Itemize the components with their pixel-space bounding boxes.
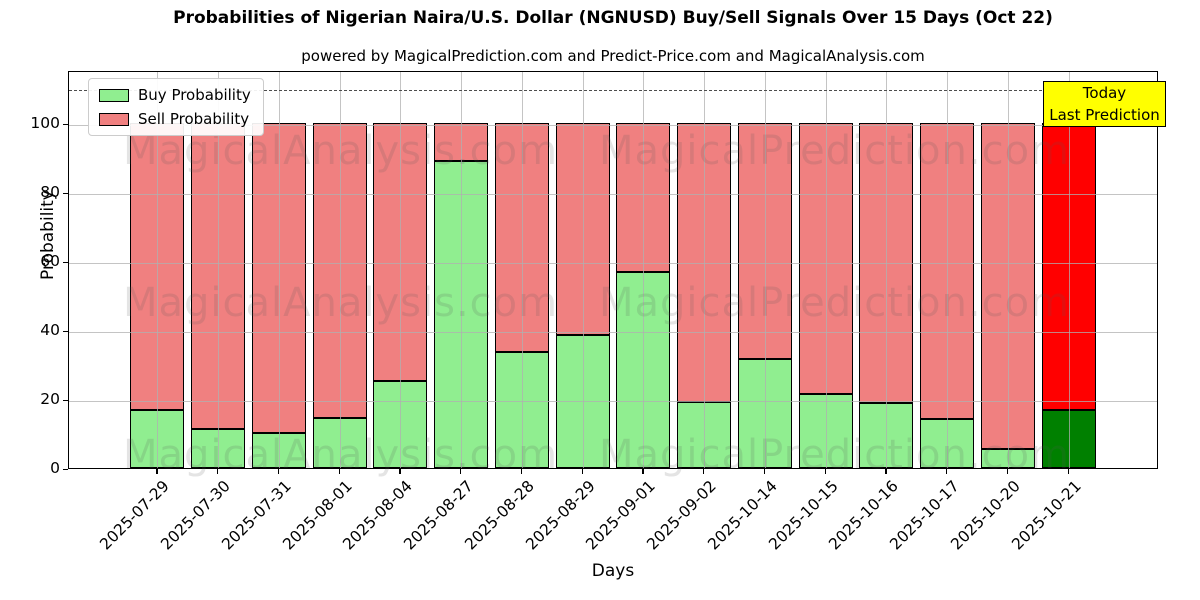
x-tick-mark: [217, 469, 219, 474]
legend-item-sell: Sell Probability: [99, 110, 251, 128]
y-tick-label: 0: [50, 459, 60, 478]
x-gridline: [764, 72, 766, 468]
legend-label-sell: Sell Probability: [138, 110, 250, 128]
x-tick-mark: [642, 469, 644, 474]
x-gridline: [1007, 72, 1009, 468]
x-gridline: [157, 72, 159, 468]
x-gridline: [947, 72, 949, 468]
y-tick-mark: [63, 123, 68, 126]
y-tick-label: 100: [30, 113, 60, 132]
y-tick-mark: [63, 261, 68, 264]
y-tick-label: 40: [40, 321, 60, 340]
legend-item-buy: Buy Probability: [99, 86, 251, 104]
x-gridline: [461, 72, 463, 468]
watermark-analysis: MagicalAnalysis.com: [123, 432, 559, 478]
buy-probability-swatch: [99, 88, 129, 102]
chart-title: Probabilities of Nigerian Naira/U.S. Dol…: [173, 8, 1053, 28]
x-tick-mark: [763, 469, 766, 474]
watermark-prediction: MagicalPrediction.com: [599, 432, 1070, 478]
x-gridline: [825, 72, 827, 468]
x-gridline: [582, 72, 584, 468]
y-tick-label: 20: [40, 390, 60, 409]
x-gridline: [218, 72, 220, 468]
x-tick-mark: [581, 469, 583, 474]
watermark-prediction: MagicalPrediction.com: [599, 128, 1070, 174]
sell-probability-swatch: [99, 112, 129, 126]
x-gridline: [339, 72, 341, 468]
legend: Buy Probability Sell Probability: [88, 78, 264, 136]
y-gridline: [69, 262, 1157, 264]
today-annotation-line1: Today: [1082, 84, 1127, 102]
x-tick-mark: [460, 469, 462, 474]
x-tick-mark: [156, 469, 158, 474]
y-gridline: [69, 124, 1157, 126]
y-tick-mark: [63, 330, 68, 333]
y-tick-mark: [63, 192, 68, 195]
chart-subtitle: powered by MagicalPrediction.com and Pre…: [301, 47, 925, 65]
x-tick-mark: [338, 469, 340, 474]
x-tick-mark: [520, 469, 523, 474]
y-tick-label: 60: [40, 251, 60, 270]
x-gridline: [1068, 72, 1070, 468]
y-gridline: [69, 400, 1157, 402]
x-tick-mark: [824, 469, 826, 474]
x-gridline: [886, 72, 888, 468]
x-gridline: [643, 72, 645, 468]
x-axis-label: Days: [591, 561, 635, 581]
y-tick-label: 80: [40, 182, 60, 201]
today-annotation-box: Today Last Prediction: [1043, 81, 1166, 127]
x-tick-mark: [277, 469, 280, 474]
x-gridline: [400, 72, 402, 468]
dashed-threshold-line: [69, 90, 1157, 92]
x-tick-mark: [1006, 469, 1009, 474]
x-tick-mark: [885, 469, 887, 474]
y-tick-mark: [63, 469, 68, 471]
y-gridline: [69, 193, 1157, 195]
x-tick-mark: [1067, 469, 1069, 474]
plot-area: Buy Probability Sell Probability Today L…: [68, 71, 1166, 478]
y-gridline: [69, 331, 1157, 333]
watermark-analysis: MagicalAnalysis.com: [123, 280, 559, 326]
watermark-prediction: MagicalPrediction.com: [599, 280, 1070, 326]
x-gridline: [704, 72, 706, 468]
x-tick-mark: [399, 469, 401, 474]
y-tick-mark: [63, 399, 68, 402]
legend-label-buy: Buy Probability: [138, 86, 251, 104]
today-annotation-line2: Last Prediction: [1049, 106, 1160, 124]
x-tick-mark: [703, 469, 705, 474]
x-tick-mark: [946, 469, 948, 474]
x-gridline: [278, 72, 280, 468]
x-gridline: [521, 72, 523, 468]
